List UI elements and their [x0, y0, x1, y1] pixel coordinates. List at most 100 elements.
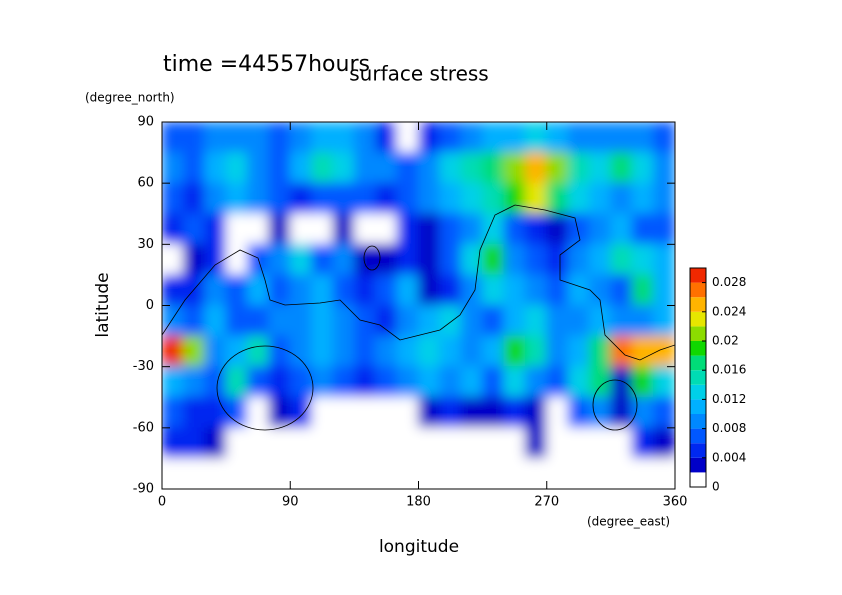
stress-cell: [225, 427, 248, 459]
stress-cell: [589, 152, 612, 184]
stress-cell: [439, 274, 462, 306]
stress-cell: [482, 182, 505, 215]
stress-cell: [589, 427, 612, 459]
stress-cell: [247, 122, 270, 154]
y-tick-label: 30: [137, 237, 154, 252]
stress-cell: [610, 366, 633, 398]
stress-cell: [396, 366, 419, 398]
stress-cell: [204, 122, 227, 154]
stress-cell: [332, 152, 355, 184]
stress-cell: [247, 366, 270, 398]
stress-cell: [631, 152, 655, 184]
stress-cell: [418, 243, 441, 276]
stress-cell: [653, 335, 675, 368]
colorbar-band: [690, 443, 706, 458]
coastline: [216, 345, 314, 431]
stress-cell: [182, 335, 206, 368]
stress-cell: [546, 152, 569, 184]
stress-cell: [289, 152, 313, 184]
stress-cell: [439, 396, 462, 429]
stress-cell: [375, 122, 398, 154]
stress-cell: [332, 122, 355, 154]
stress-cell: [503, 213, 526, 245]
x-tick-label: 0: [158, 495, 166, 510]
stress-cell: [653, 366, 675, 398]
stress-cell: [375, 274, 398, 306]
stress-cell: [546, 243, 569, 276]
stress-cell: [460, 396, 484, 429]
stress-cell: [631, 427, 655, 459]
stress-cell: [225, 122, 248, 154]
stress-cell: [418, 274, 441, 306]
colorbar-tick-label: 0.004: [712, 450, 746, 464]
x-unit: (degree_east): [587, 515, 670, 529]
stress-cell: [204, 396, 227, 429]
stress-cell: [439, 243, 462, 276]
stress-cell: [353, 366, 377, 398]
stress-cell: [247, 182, 270, 215]
stress-cell: [524, 457, 548, 489]
colorbar-band: [690, 311, 706, 327]
stress-cell: [225, 274, 248, 306]
stress-cell: [589, 122, 612, 154]
stress-cell: [589, 243, 612, 276]
stress-cell: [460, 182, 484, 215]
stress-cell: [225, 457, 248, 489]
stress-cell: [546, 213, 569, 245]
colorbar-tick-label: 0.024: [712, 304, 746, 318]
stress-cell: [460, 305, 484, 337]
stress-cell: [162, 122, 184, 154]
stress-cell: [311, 274, 334, 306]
stress-cell: [460, 152, 484, 184]
stress-cell: [546, 274, 569, 306]
stress-cell: [268, 305, 291, 337]
stress-cell: [503, 122, 526, 154]
stress-cell: [182, 366, 206, 398]
y-unit: (degree_north): [85, 91, 175, 105]
stress-cell: [503, 274, 526, 306]
stress-cell: [653, 274, 675, 306]
stress-cell: [268, 427, 291, 459]
stress-cell: [546, 427, 569, 459]
stress-cell: [482, 427, 505, 459]
stress-cell: [204, 457, 227, 489]
stress-cell: [567, 274, 590, 306]
stress-cell: [653, 243, 675, 276]
y-tick-label: 90: [137, 115, 154, 130]
colorbar-band: [690, 268, 706, 283]
stress-cell: [225, 305, 248, 337]
stress-cell: [311, 152, 334, 184]
stress-cell: [482, 305, 505, 337]
stress-cell: [353, 213, 377, 245]
stress-cell: [418, 457, 441, 489]
stress-cell: [460, 274, 484, 306]
stress-cell: [567, 243, 590, 276]
stress-cell: [332, 213, 355, 245]
stress-cell: [482, 457, 505, 489]
stress-cell: [396, 396, 419, 429]
stress-cell: [524, 182, 548, 215]
stress-cell: [162, 396, 184, 429]
stress-cell: [439, 427, 462, 459]
stress-cell: [567, 335, 590, 368]
y-tick-label: 60: [137, 176, 154, 191]
stress-cell: [332, 305, 355, 337]
stress-cell: [268, 122, 291, 154]
stress-cell: [332, 457, 355, 489]
stress-cell: [482, 396, 505, 429]
colorbar-tick-label: 0.016: [712, 363, 746, 377]
stress-cell: [567, 366, 590, 398]
stress-cell: [375, 396, 398, 429]
contour-field: [162, 122, 675, 489]
stress-cell: [311, 396, 334, 429]
stress-cell: [204, 243, 227, 276]
stress-cell: [204, 274, 227, 306]
stress-cell: [439, 366, 462, 398]
stress-cell: [482, 213, 505, 245]
stress-cell: [396, 213, 419, 245]
stress-cell: [418, 335, 441, 368]
colorbar-band: [690, 399, 706, 414]
stress-cell: [162, 366, 184, 398]
stress-cell: [353, 396, 377, 429]
stress-cell: [610, 152, 633, 184]
